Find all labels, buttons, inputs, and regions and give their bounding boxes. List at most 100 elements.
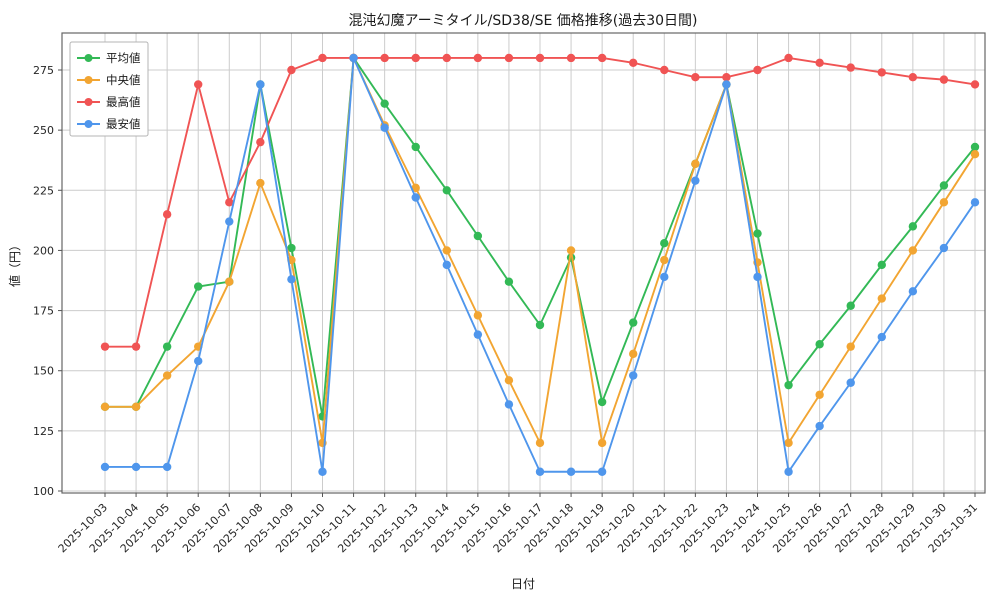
average-point (442, 186, 451, 195)
y-tick-label: 175 (33, 305, 54, 318)
lowest-point (566, 467, 576, 476)
lowest-point (349, 53, 358, 63)
lowest-point (194, 356, 203, 366)
highest-point (629, 58, 638, 67)
y-tick-label: 125 (33, 425, 54, 438)
median-point (629, 349, 638, 359)
highest-point (722, 73, 731, 82)
average-legend-label: 平均値 (106, 51, 141, 65)
average-point (535, 320, 545, 330)
median-point (908, 246, 918, 255)
lowest-point (753, 272, 762, 282)
highest-point (504, 53, 514, 63)
median-point (256, 178, 265, 188)
median-point (442, 246, 451, 255)
lowest-point (846, 378, 855, 387)
lowest-point (691, 176, 700, 185)
average-point (877, 260, 886, 270)
highest-series (100, 53, 980, 351)
lowest-legend-label: 最安値 (106, 117, 141, 131)
highest-point (597, 53, 607, 63)
median-point (473, 311, 483, 320)
highest-point (194, 80, 203, 89)
median-point (504, 376, 514, 385)
median-point (877, 294, 886, 303)
y-tick-label: 200 (33, 244, 54, 257)
median-legend-label: 中央値 (106, 73, 141, 87)
lowest-point (660, 272, 669, 282)
average-point (908, 222, 918, 231)
highest-point (877, 68, 886, 77)
highest-point (753, 65, 762, 75)
average-point (504, 277, 514, 286)
lowest-point (442, 260, 451, 270)
median-series (100, 53, 980, 448)
y-tick-label: 225 (33, 184, 54, 197)
median-point (535, 438, 545, 448)
plot-border (61, 32, 986, 494)
median-point (846, 342, 855, 351)
lowest-point (504, 400, 514, 409)
y-tick-label: 150 (33, 365, 54, 378)
lowest-point (939, 243, 949, 253)
highest-point (970, 80, 980, 89)
highest-point (566, 53, 576, 63)
lowest-point (597, 467, 607, 476)
average-point (784, 380, 793, 390)
median-point (100, 402, 110, 411)
median-point (597, 438, 607, 448)
average-point (846, 301, 855, 310)
highest-point (473, 53, 483, 63)
median-point (131, 402, 141, 411)
median-point (162, 371, 172, 380)
legend-box (69, 41, 149, 137)
highest-point (442, 53, 451, 63)
average-point (194, 282, 203, 291)
highest-point (939, 75, 949, 84)
average-point (597, 397, 607, 407)
average-point (660, 239, 669, 248)
y-tick-label: 100 (33, 485, 54, 498)
lowest-point (287, 275, 296, 284)
highest-point (846, 63, 855, 72)
highest-point (535, 53, 545, 63)
lowest-series (100, 53, 980, 476)
lowest-point (225, 217, 234, 226)
average-point (380, 99, 389, 108)
highest-legend-label: 最高値 (106, 95, 141, 109)
highest-point (162, 210, 172, 219)
lowest-point (815, 421, 824, 431)
lowest-point (162, 462, 172, 472)
lowest-point (318, 467, 327, 476)
lowest-point (256, 80, 265, 89)
median-point (411, 183, 420, 193)
average-point (629, 318, 638, 327)
lowest-legend-marker (84, 120, 93, 128)
lowest-point (100, 462, 110, 472)
average-point (753, 229, 762, 238)
lowest-point (380, 123, 389, 132)
highest-point (660, 65, 669, 75)
highest-legend-marker (84, 98, 93, 106)
lowest-point (535, 467, 545, 476)
average-point (815, 340, 824, 349)
lowest-point (970, 198, 980, 207)
median-point (970, 150, 980, 159)
highest-point (380, 53, 389, 63)
median-point (784, 438, 793, 448)
average-point (939, 181, 949, 190)
lowest-point (629, 371, 638, 380)
y-tick-label: 275 (33, 64, 54, 77)
median-legend-marker (84, 76, 93, 84)
highest-point (256, 137, 265, 147)
average-point (411, 142, 420, 152)
highest-point (287, 65, 296, 75)
highest-point (131, 342, 141, 351)
average-point (287, 243, 296, 253)
lowest-point (877, 332, 886, 342)
median-point (566, 246, 576, 255)
highest-point (225, 198, 234, 207)
average-point (162, 342, 172, 351)
highest-point (691, 73, 700, 82)
lowest-point (784, 467, 793, 476)
